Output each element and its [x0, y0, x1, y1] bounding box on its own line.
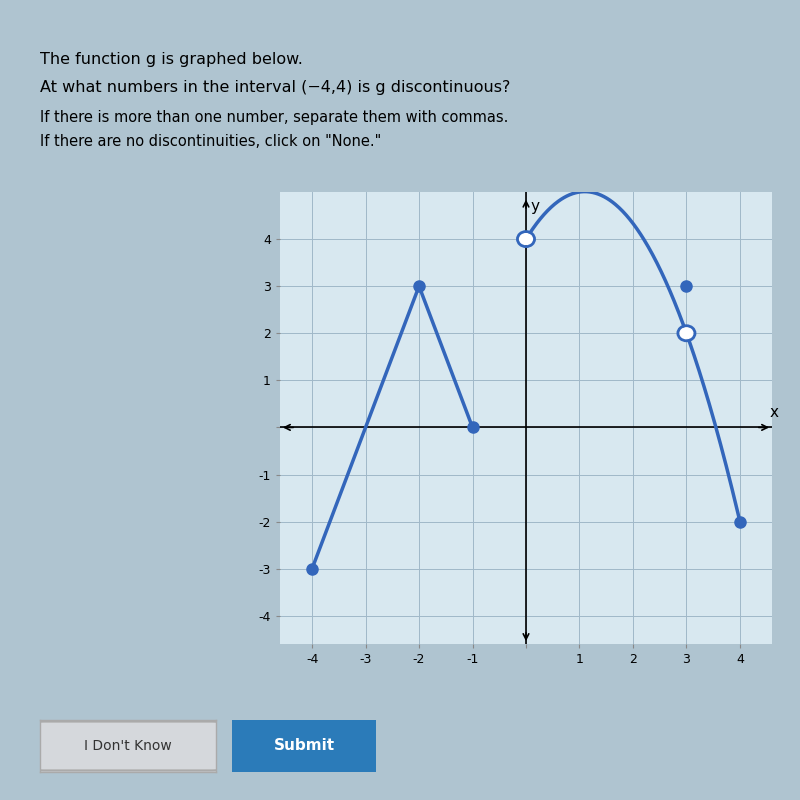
Text: The function g is graphed below.: The function g is graphed below.: [40, 52, 303, 67]
Text: If there is more than one number, separate them with commas.: If there is more than one number, separa…: [40, 110, 508, 126]
Text: Submit: Submit: [274, 738, 334, 754]
Circle shape: [680, 328, 693, 339]
Text: At what numbers in the interval (−4,4) is g discontinuous?: At what numbers in the interval (−4,4) i…: [40, 80, 510, 95]
Text: I Don't Know: I Don't Know: [84, 739, 172, 753]
FancyBboxPatch shape: [34, 722, 222, 770]
Text: y: y: [530, 199, 539, 214]
Circle shape: [519, 234, 533, 245]
Text: x: x: [770, 406, 778, 420]
FancyBboxPatch shape: [228, 722, 380, 770]
Text: At what numbers in the interval (: At what numbers in the interval (: [0, 799, 1, 800]
Text: If there are no discontinuities, click on "None.": If there are no discontinuities, click o…: [40, 134, 382, 150]
